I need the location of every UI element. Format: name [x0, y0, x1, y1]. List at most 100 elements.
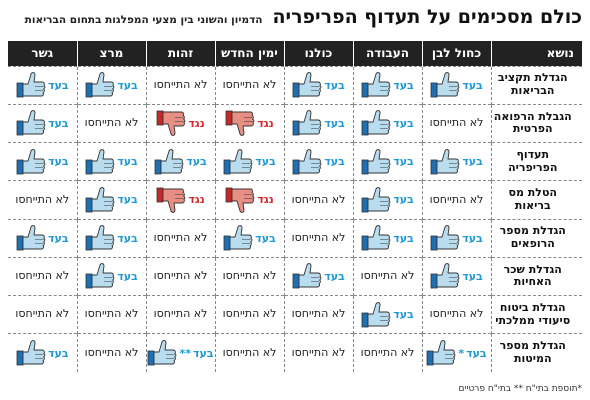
- position-cell: בעד: [421, 256, 491, 296]
- position-cell: לא התייחסו: [76, 103, 146, 143]
- positions-table: נושא כחול לבן העבודה כולנו ימין החדש זהו…: [8, 41, 582, 372]
- footnote-mark: **: [179, 346, 191, 360]
- support-label: בעד: [393, 116, 414, 130]
- position-cell: לא התייחסו: [145, 218, 215, 258]
- thumbs-up-icon: [85, 185, 115, 215]
- no-position-text: לא התייחסו: [84, 307, 139, 321]
- thumbs-up-icon: [223, 223, 253, 253]
- position-cell: לא התייחסו: [283, 180, 353, 219]
- thumbs-up-icon: [430, 223, 460, 253]
- position-cell: לא התייחסו: [8, 256, 77, 296]
- thumbs-up-icon: [85, 70, 115, 100]
- page-subtitle: הדמיון והשוני בין מצעי המפלגות בתחום הבר…: [24, 14, 263, 26]
- thumbs-up-icon: [16, 223, 46, 253]
- thumbs-up-icon: [361, 147, 391, 177]
- topic-cell: תעדוף הפריפריה: [490, 141, 582, 181]
- thumbs-up-icon: [361, 108, 391, 138]
- position-cell: לא התייחסו: [352, 256, 422, 296]
- position-cell: לא התייחסו: [214, 294, 284, 334]
- support-label: בעד: [324, 116, 345, 130]
- thumbs-up-icon: [361, 185, 391, 215]
- no-position-text: לא התייחסו: [222, 307, 277, 321]
- position-cell: לא התייחסו: [145, 256, 215, 296]
- oppose-label: נגד: [257, 193, 274, 207]
- support-label: בעד: [324, 155, 345, 169]
- no-position-text: לא התייחסו: [15, 192, 70, 206]
- thumbs-up-icon: [16, 108, 46, 138]
- position-cell: בעד: [214, 141, 284, 181]
- position-cell: בעד: [352, 65, 422, 105]
- support-label: בעד: [462, 78, 483, 92]
- thumbs-up-icon: [85, 147, 115, 177]
- support-label: בעד: [324, 269, 345, 283]
- position-cell: לא התייחסו: [8, 294, 77, 334]
- column-header-party: כולנו: [283, 41, 353, 66]
- support-label: בעד: [462, 231, 483, 245]
- oppose-label: נגד: [257, 116, 274, 130]
- no-position-text: לא התייחסו: [84, 116, 139, 130]
- no-position-text: לא התייחסו: [291, 192, 346, 206]
- no-position-text: לא התייחסו: [429, 116, 484, 130]
- no-position-text: לא התייחסו: [153, 307, 208, 321]
- topic-cell: הטלת מס בריאות: [490, 180, 582, 219]
- thumbs-down-icon: [156, 108, 186, 138]
- topic-cell: הגדלת מספר הרופאים: [490, 218, 582, 258]
- position-cell: בעד: [76, 65, 146, 105]
- thumbs-down-icon: [156, 185, 186, 215]
- table-row: הגדלת מספר הרופאים בעד בעד לא התייחסו בעד …: [8, 218, 582, 258]
- position-cell: נגד: [145, 103, 215, 143]
- position-cell: בעד **: [145, 333, 215, 372]
- thumbs-down-icon: [225, 185, 255, 215]
- thumbs-up-icon: [430, 147, 460, 177]
- column-header-party: העבודה: [352, 41, 422, 66]
- support-label: בעד: [117, 193, 138, 207]
- oppose-label: נגד: [188, 116, 205, 130]
- no-position-text: לא התייחסו: [15, 307, 70, 321]
- footnote-mark: *: [458, 346, 465, 360]
- thumbs-up-icon: [16, 70, 46, 100]
- support-label: בעד: [117, 155, 138, 169]
- position-cell: בעד: [214, 218, 284, 258]
- position-cell: לא התייחסו: [8, 180, 77, 219]
- no-position-text: לא התייחסו: [153, 77, 208, 91]
- thumbs-up-icon: [85, 261, 115, 291]
- thumbs-up-icon: [361, 300, 391, 330]
- support-label: בעד: [117, 269, 138, 283]
- thumbs-up-icon: [16, 338, 46, 368]
- support-label: בעד: [48, 346, 69, 360]
- thumbs-up-icon: [361, 223, 391, 253]
- no-position-text: לא התייחסו: [222, 345, 277, 359]
- support-label: בעד: [255, 155, 276, 169]
- table-row: הגדלת מספר המיטות בעד * לא התייחסו לא התייח…: [8, 333, 582, 372]
- table-body: הגדלת תקציב הבריאות בעד בעד בעד לא התייחס…: [8, 65, 582, 372]
- position-cell: בעד: [421, 141, 491, 181]
- position-cell: בעד: [352, 141, 422, 181]
- no-position-text: לא התייחסו: [84, 345, 139, 359]
- support-label: בעד: [255, 231, 276, 245]
- support-label: בעד: [193, 346, 214, 360]
- thumbs-up-icon: [426, 338, 456, 368]
- thumbs-up-icon: [292, 147, 322, 177]
- table-row: הגבלת הרפואה הפרטית לא התייחסו בעד בעד נגד…: [8, 103, 582, 143]
- support-label: בעד: [117, 78, 138, 92]
- position-cell: לא התייחסו: [214, 65, 284, 105]
- thumbs-down-icon: [225, 108, 255, 138]
- position-cell: לא התייחסו: [145, 294, 215, 334]
- position-cell: בעד: [352, 218, 422, 258]
- topic-cell: הגדלת ביטוח סיעודי ממלכתי: [490, 294, 582, 334]
- position-cell: בעד: [8, 333, 77, 372]
- position-cell: נגד: [214, 180, 284, 219]
- position-cell: בעד: [283, 256, 353, 296]
- column-header-party: גשר: [8, 41, 77, 66]
- support-label: בעד: [324, 78, 345, 92]
- position-cell: בעד: [76, 256, 146, 296]
- table-row: תעדוף הפריפריה בעד בעד בעד בעד בעד בעד בע…: [8, 141, 582, 181]
- column-header-party: כחול לבן: [421, 41, 491, 66]
- no-position-text: לא התייחסו: [153, 230, 208, 244]
- support-label: בעד: [462, 155, 483, 169]
- table-row: הטלת מס בריאות לא התייחסו בעד לא התייחסו נג…: [8, 180, 582, 219]
- page-title: כולם מסכימים על תעדוף הפריפריה: [272, 6, 582, 28]
- topic-cell: הגדלת תקציב הבריאות: [490, 65, 582, 105]
- table-row: הגדלת שכר האחיות בעד לא התייחסו בעד לא התי…: [8, 256, 582, 296]
- position-cell: בעד: [283, 65, 353, 105]
